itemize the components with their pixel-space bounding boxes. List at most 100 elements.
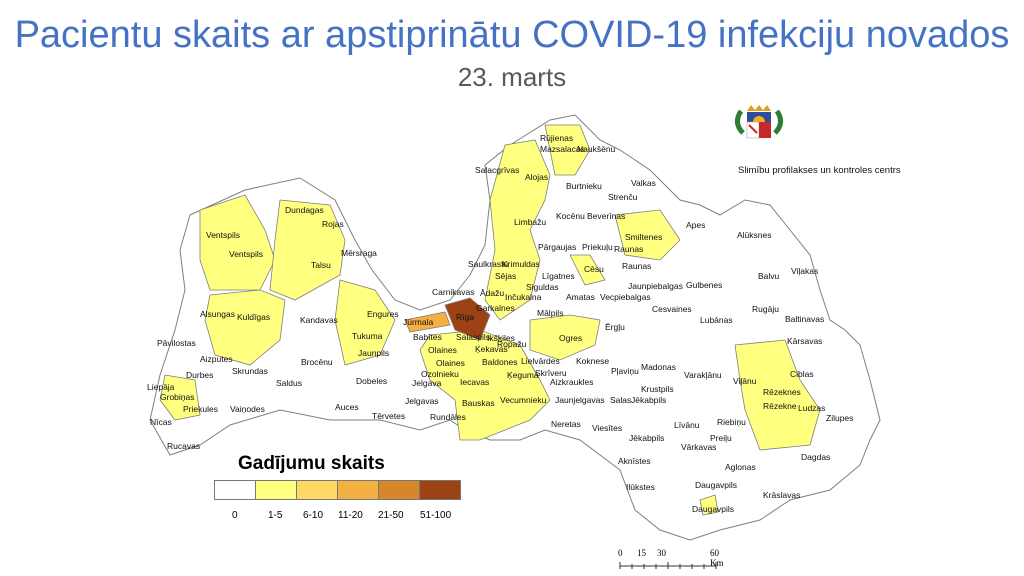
legend-swatch — [297, 481, 338, 499]
municipality-label: Preiļu — [710, 433, 732, 443]
municipality-label: Brocēnu — [301, 357, 333, 367]
municipality-label: Kārsavas — [787, 336, 822, 346]
map-title: Pacientu skaits ar apstiprinātu COVID-19… — [14, 14, 1010, 56]
municipality-label: Alojas — [525, 172, 548, 182]
municipality-label: Rēzeknes — [763, 387, 801, 397]
municipality-label: Engures — [367, 309, 399, 319]
municipality-label: Raunas — [622, 261, 651, 271]
municipality-label: Jelgavas — [405, 396, 439, 406]
municipality-label: Vecumnieku — [500, 395, 547, 405]
municipality-label: Pārgaujas — [538, 242, 576, 252]
municipality-label: Krimuldas — [502, 259, 540, 269]
municipality-label: Strenču — [608, 192, 638, 202]
scale-tick-60: 60 Km — [710, 548, 724, 568]
legend-label: 51-100 — [420, 510, 452, 521]
municipality-label: Smiltenes — [625, 232, 662, 242]
municipality-label: Ventspils — [229, 249, 263, 259]
riga-region — [444, 297, 491, 341]
agency-name: Slimību profilakses un kontroles centrs — [738, 165, 901, 176]
municipality-label: Riebiņu — [717, 417, 746, 427]
municipality-label: Līvānu — [674, 420, 700, 430]
municipality-label: Cēsu — [584, 264, 604, 274]
daugavpils-city-region — [699, 494, 719, 516]
municipality-label: Rūjienas — [540, 133, 573, 143]
cesu-region — [569, 254, 606, 286]
municipality-label: Dagdas — [801, 452, 830, 462]
municipality-label: Burtnieku — [566, 181, 602, 191]
municipality-label: Neretas — [551, 419, 581, 429]
municipality-label: Olaines — [436, 358, 465, 368]
municipality-label: Jaunpils — [358, 348, 389, 358]
legend-color-bar — [214, 480, 461, 500]
scale-tick-30: 30 — [657, 548, 666, 558]
municipality-label: Daugavpils — [692, 504, 734, 514]
jurmala-region — [404, 311, 451, 333]
municipality-label: Ķekavas — [475, 344, 508, 354]
municipality-label: Priekules — [183, 404, 218, 414]
municipality-label: Tērvetes — [372, 411, 405, 421]
municipality-label: Ērgļu — [605, 322, 625, 332]
municipality-label: Zilupes — [826, 413, 853, 423]
municipality-label: Olaines — [428, 345, 457, 355]
municipality-label: Vārkavas — [681, 442, 716, 452]
municipality-label: Aizkraukles — [550, 377, 593, 387]
legend-swatch — [338, 481, 379, 499]
municipality-label: Cesvaines — [652, 304, 692, 314]
municipality-label: Viļānu — [733, 376, 757, 386]
municipality-label: Ciblas — [790, 369, 814, 379]
municipality-label: Lielvārdes — [521, 356, 560, 366]
talsu-region — [269, 199, 346, 301]
municipality-label: Limbažu — [514, 217, 546, 227]
municipality-label: Ventspils — [206, 230, 240, 240]
municipality-label: Kuldīgas — [237, 312, 270, 322]
municipality-label: Baldones — [482, 357, 517, 367]
coat-of-arms-logo — [735, 105, 783, 139]
municipality-label: Durbes — [186, 370, 213, 380]
municipality-label: Jaunpiebalgas — [628, 281, 683, 291]
municipality-label: Alsungas — [200, 309, 235, 319]
municipality-label: Rojas — [322, 219, 344, 229]
municipality-label: Tukuma — [352, 331, 383, 341]
legend-label: 21-50 — [378, 510, 404, 521]
municipality-label: Vaiņodes — [230, 404, 265, 414]
municipality-label: Salas — [610, 395, 631, 405]
municipality-label: Apes — [686, 220, 705, 230]
scale-bar: 0 15 30 60 Km — [614, 548, 734, 574]
map-subtitle: 23. marts — [457, 62, 567, 92]
scale-tick-0: 0 — [618, 548, 623, 558]
municipality-label: Liepāja — [147, 382, 175, 392]
municipality-label: Siguldas — [526, 282, 559, 292]
municipality-label: Grobiņas — [160, 392, 195, 402]
municipality-label: Pļaviņu — [611, 366, 639, 376]
municipality-label: Aizputes — [200, 354, 233, 364]
kuldigas-region — [204, 289, 286, 366]
municipality-label: Jelgava — [412, 378, 442, 388]
municipality-label: Auces — [335, 402, 359, 412]
municipality-label: Vecpiebalgas — [600, 292, 651, 302]
ogres-region — [529, 314, 601, 361]
municipality-label: Ādažu — [480, 288, 504, 298]
municipality-label: Priekuļu — [582, 242, 613, 252]
municipality-label: Madonas — [641, 362, 676, 372]
municipality-label: Aknīstes — [618, 456, 651, 466]
municipality-label: Baltinavas — [785, 314, 824, 324]
municipality-label: Rundāles — [430, 412, 466, 422]
municipality-label: Iecavas — [460, 377, 489, 387]
municipality-label: Daugavpils — [695, 480, 737, 490]
legend-swatch — [379, 481, 420, 499]
municipality-label: Aglonas — [725, 462, 756, 472]
municipality-label: Skrundas — [232, 366, 268, 376]
municipality-label: Koknese — [576, 356, 609, 366]
municipality-label: Rīga — [456, 312, 474, 322]
legend-swatch — [420, 481, 460, 499]
rezeknes-region — [734, 339, 821, 451]
municipality-label: Bauskas — [462, 398, 495, 408]
municipality-label: Pāvilostas — [157, 338, 196, 348]
municipality-fills — [159, 124, 821, 516]
municipality-label: Babītes — [413, 332, 442, 342]
legend-label: 0 — [232, 510, 238, 521]
ventspils-region — [199, 194, 276, 291]
legend-label: 11-20 — [338, 510, 363, 521]
